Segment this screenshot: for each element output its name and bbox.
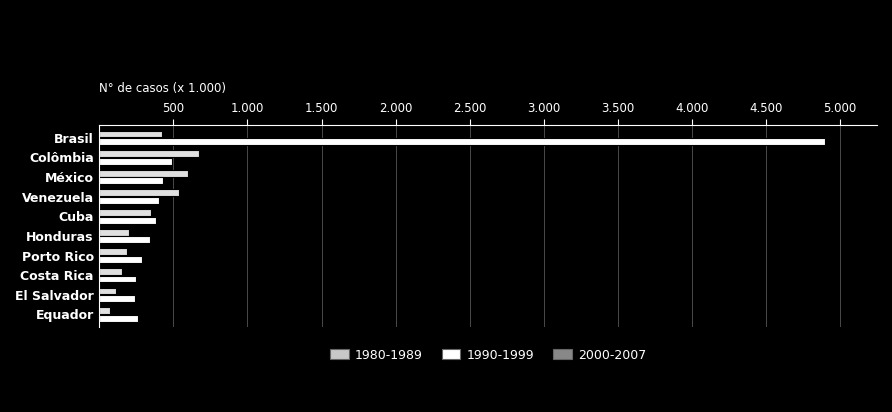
- Bar: [99, 229, 129, 236]
- Bar: [99, 276, 136, 282]
- Bar: [99, 131, 161, 137]
- Bar: [99, 138, 825, 145]
- Bar: [99, 190, 179, 196]
- Bar: [99, 170, 188, 177]
- Bar: [99, 307, 110, 314]
- Bar: [99, 178, 163, 184]
- Bar: [99, 217, 155, 224]
- Bar: [99, 197, 159, 204]
- Bar: [99, 315, 138, 322]
- Bar: [99, 209, 151, 216]
- Bar: [99, 248, 128, 255]
- Bar: [99, 150, 199, 157]
- Bar: [99, 268, 121, 275]
- Legend: 1980-1989, 1990-1999, 2000-2007: 1980-1989, 1990-1999, 2000-2007: [325, 344, 651, 367]
- Bar: [99, 236, 150, 243]
- Text: N° de casos (x 1.000): N° de casos (x 1.000): [99, 82, 227, 95]
- Bar: [99, 295, 135, 302]
- Bar: [99, 288, 116, 295]
- Bar: [99, 158, 172, 165]
- Bar: [99, 256, 142, 263]
